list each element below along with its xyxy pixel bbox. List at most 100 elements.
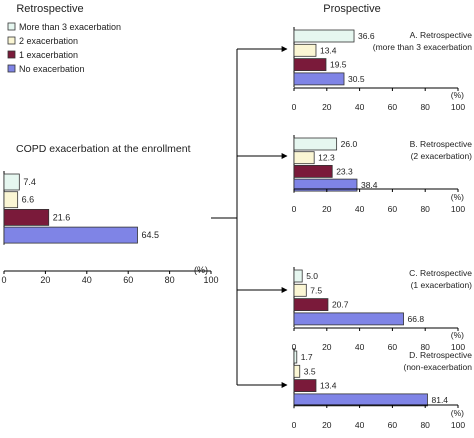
x-tick-label: 20 [322,342,332,352]
bar-value-label: 13.4 [320,45,337,55]
bar [293,164,333,178]
bar-value-label: 26.0 [341,139,358,149]
bar [293,364,301,378]
x-tick-label: 40 [82,275,92,285]
bar-value-label: 3.5 [304,366,316,376]
legend-swatch [7,22,16,31]
x-tick-label: 100 [203,275,218,285]
unit-label: (%) [451,330,464,340]
panel-note: D. Retrospective [409,350,472,360]
legend-label: More than 3 exacerbation [19,22,121,32]
bar [293,58,327,71]
bar-value-label: 7.5 [310,285,322,295]
x-tick-label: 40 [355,342,365,352]
x-tick-label: 0 [292,342,297,352]
bar-value-label: 30.5 [348,74,365,84]
bar-value-label: 13.4 [320,381,337,391]
legend-swatch [7,64,16,73]
header-right: Prospective [323,3,380,15]
x-tick-label: 100 [451,204,465,214]
bar-value-label: 64.5 [142,230,160,240]
bar-value-label: 7.4 [23,177,36,187]
bar [293,43,317,57]
legend-swatch [7,36,16,45]
panel-note: (1 exacerbation) [411,280,473,290]
x-tick-label: 60 [388,342,398,352]
x-tick-label: 20 [322,204,332,214]
bar [293,283,307,297]
chart-panel: D. Retrospective (non-exacerbation 1.7 3.5 1… [292,348,472,430]
x-tick-label: 20 [322,102,332,112]
connector-arrows [211,46,288,388]
bar [3,191,19,209]
unit-label: (%) [194,265,208,275]
bar [3,226,138,244]
bar [293,178,358,192]
bar-value-label: 20.7 [332,300,349,310]
x-tick-label: 40 [355,420,365,430]
bar-value-label: 23.3 [336,166,353,176]
panel-note: (2 exacerbation) [411,151,473,161]
chart-panel: A. Retrospective (more than 3 exacerbatio… [292,27,472,112]
x-tick-label: 60 [123,275,133,285]
bar [293,269,303,283]
x-tick-label: 0 [1,275,6,285]
x-tick-label: 60 [388,204,398,214]
unit-label: (%) [451,192,464,202]
bar [293,312,404,326]
bar-value-label: 6.6 [22,195,35,205]
panel-note: (non-exacerbation [403,362,472,372]
bar [3,173,20,191]
x-tick-label: 60 [388,420,398,430]
panel-note: B. Retrospective [410,139,473,149]
bar-value-label: 12.3 [318,153,335,163]
legend: More than 3 exacerbation 2 exacerbation 1 … [7,22,121,74]
chart-panel: COPD exacerbation at the enrollment 7.4 6.… [1,143,218,285]
panel-title: COPD exacerbation at the enrollment [16,143,191,155]
bar-value-label: 19.5 [330,60,347,70]
legend-label: 1 exacerbation [19,50,78,60]
bar [293,379,317,393]
panel-note: (more than 3 exacerbation [373,42,472,52]
bar-value-label: 36.6 [358,31,375,41]
chart-panel: B. Retrospective (2 exacerbation) 26.0 12.3… [292,135,473,214]
x-tick-label: 80 [420,102,430,112]
panel-note: C. Retrospective [409,268,472,278]
x-tick-label: 80 [420,342,430,352]
x-tick-label: 20 [322,420,332,430]
legend-swatch [7,50,16,59]
x-tick-label: 100 [451,420,465,430]
chart-panel: C. Retrospective (1 exacerbation) 5.0 7.5 20… [292,267,473,352]
x-tick-label: 0 [292,102,297,112]
bar-value-label: 5.0 [306,271,318,281]
x-tick-label: 100 [451,342,465,352]
bar [3,208,50,226]
bar [293,298,329,312]
bar-value-label: 21.6 [53,212,71,222]
x-tick-label: 80 [420,420,430,430]
header-left: Retrospective [16,3,83,15]
legend-label: No exacerbation [19,64,85,74]
bar [293,137,338,151]
unit-label: (%) [451,408,464,418]
bar [293,29,355,43]
x-tick-label: 80 [165,275,175,285]
x-tick-label: 40 [355,204,365,214]
x-tick-label: 100 [451,102,465,112]
x-tick-label: 40 [355,102,365,112]
chart-panels: COPD exacerbation at the enrollment 7.4 6.… [1,27,472,430]
unit-label: (%) [451,90,464,100]
bar [293,72,345,86]
bar [293,151,315,165]
x-tick-label: 20 [40,275,50,285]
bar-value-label: 1.7 [301,352,313,362]
bar-value-label: 66.8 [408,314,425,324]
bar-value-label: 81.4 [431,395,448,405]
bar [293,393,428,407]
x-tick-label: 0 [292,204,297,214]
bar [293,350,298,364]
bar-value-label: 38.4 [361,180,378,190]
legend-label: 2 exacerbation [19,36,78,46]
